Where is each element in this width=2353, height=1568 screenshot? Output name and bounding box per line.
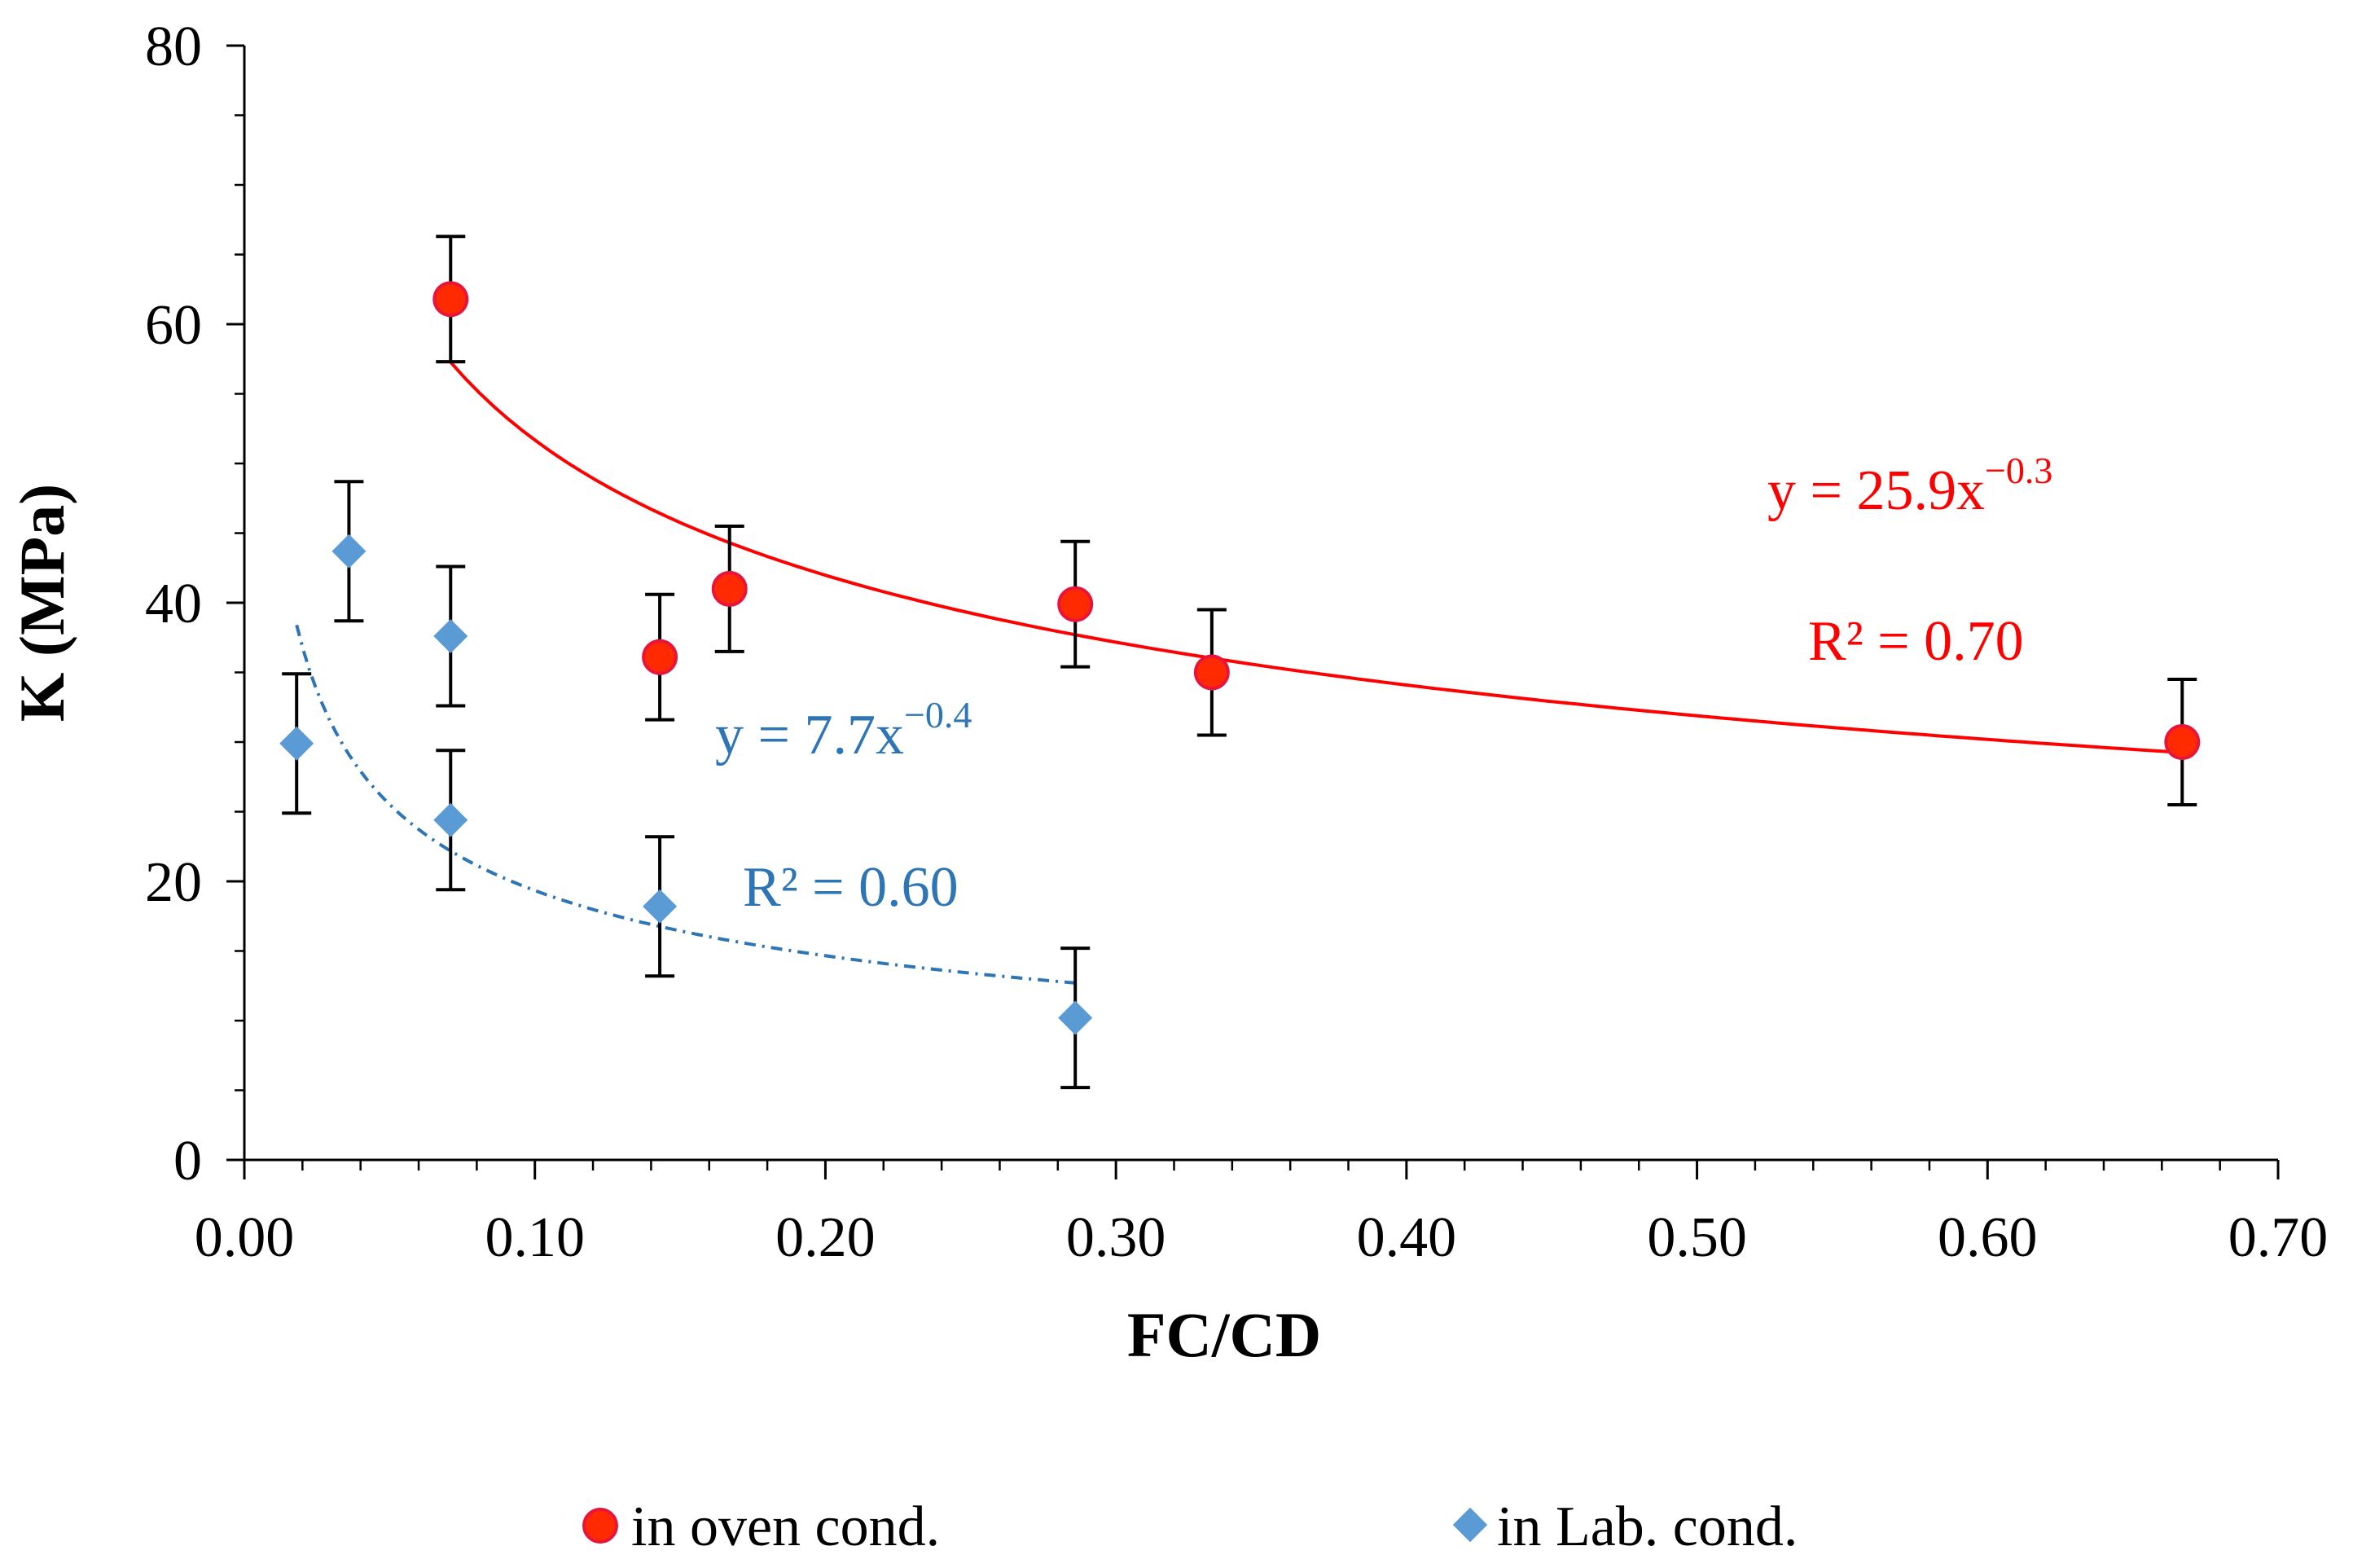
legend-oven-marker	[582, 1508, 618, 1544]
oven-trend-equation-base: y = 25.9x	[1767, 459, 1985, 522]
lab-trendline	[295, 624, 1076, 985]
lab-trend-r2: R² = 0.60	[743, 856, 959, 919]
oven-trend-equation: y = 25.9x−0.3	[1767, 450, 2052, 522]
x-tick-label: 0.50	[1647, 1206, 1747, 1269]
oven-point	[711, 570, 748, 607]
lab-point	[331, 534, 367, 569]
y-tick-label: 60	[145, 294, 202, 357]
legend-lab-marker	[1452, 1507, 1488, 1543]
trendlines	[295, 361, 2183, 985]
y-tick-label: 80	[145, 15, 202, 78]
legend-lab-label: in Lab. cond.	[1497, 1496, 1798, 1558]
lab-trend-equation: y = 7.7x−0.4	[715, 694, 972, 766]
oven-point	[432, 281, 469, 318]
oven-point	[1193, 654, 1230, 691]
x-axis-title: FC/CD	[1127, 1299, 1321, 1370]
lab-point	[1058, 1000, 1093, 1035]
y-tick-label: 0	[173, 1130, 202, 1192]
x-tick-label: 0.20	[775, 1206, 876, 1269]
x-tick-label: 0.70	[2228, 1206, 2329, 1269]
x-tick-label: 0.60	[1938, 1206, 2038, 1269]
x-tick-label: 0.40	[1357, 1206, 1457, 1269]
y-tick-label: 20	[145, 851, 202, 914]
lab-trend-equation-base: y = 7.7x	[715, 704, 904, 766]
lab-trend-equation-exponent: −0.4	[904, 694, 972, 736]
oven-trend-equation-exponent: −0.3	[1985, 450, 2052, 491]
legend: in oven cond. in Lab. cond.	[582, 1496, 1798, 1558]
lab-point	[433, 802, 468, 837]
oven-point	[2164, 724, 2201, 760]
legend-oven-label: in oven cond.	[631, 1496, 940, 1558]
lab-point	[643, 889, 678, 924]
x-tick-label: 0.00	[195, 1206, 295, 1269]
oven-point	[1057, 586, 1094, 622]
markers	[279, 281, 2201, 1035]
y-axis-title: K (MPa)	[7, 484, 77, 722]
y-axis-ticks: 0 20 40 60 80	[145, 15, 244, 1192]
x-tick-label: 0.10	[485, 1206, 585, 1269]
oven-trend-r2: R² = 0.70	[1808, 610, 2024, 673]
lab-point	[279, 726, 314, 761]
y-tick-label: 40	[145, 573, 202, 635]
axes	[243, 46, 2278, 1162]
oven-point	[642, 639, 678, 675]
x-tick-label: 0.30	[1066, 1206, 1166, 1269]
oven-trendline	[449, 361, 2183, 754]
x-axis-ticks: 0.00 0.10 0.20 0.30 0.40 0.50 0.60 0.70	[195, 1160, 2329, 1269]
lab-point	[433, 619, 468, 654]
